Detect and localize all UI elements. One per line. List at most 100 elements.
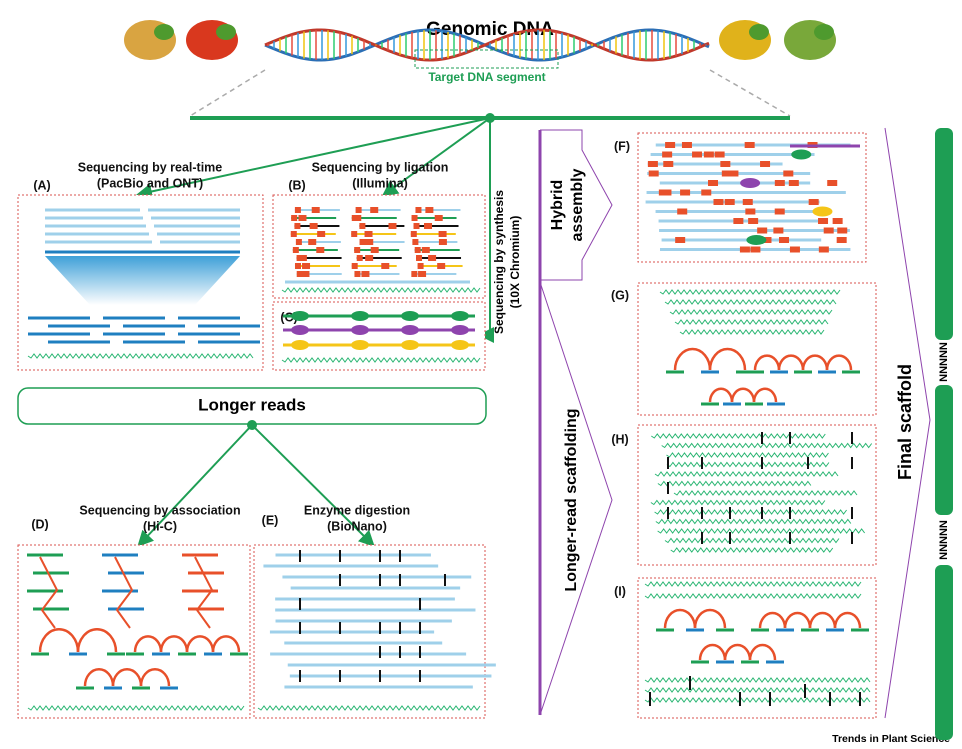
gap-label: NNNNN <box>938 520 950 560</box>
adapter <box>677 208 688 215</box>
adapter <box>774 208 785 215</box>
wavy-read <box>657 528 866 534</box>
link-arc <box>708 347 747 371</box>
panel-label: (A) <box>33 178 50 192</box>
adapter <box>773 227 784 234</box>
panel-title: (Illumina) <box>352 176 408 190</box>
link-arc <box>723 643 752 661</box>
link-arc <box>777 354 805 371</box>
adapter <box>750 246 761 253</box>
hybrid-arrow <box>540 129 613 281</box>
adapter <box>418 271 427 277</box>
barcode <box>351 340 369 350</box>
target-bracket <box>414 49 559 69</box>
link-arc <box>698 643 727 661</box>
barcode <box>351 311 369 321</box>
wavy-read <box>27 353 254 359</box>
adapter <box>365 255 374 261</box>
adapter <box>692 151 703 158</box>
adapter <box>295 239 302 245</box>
adapter <box>757 227 768 234</box>
plant-icon <box>154 24 174 40</box>
link-arc <box>752 387 778 403</box>
barcode <box>451 311 469 321</box>
adapter <box>388 223 397 229</box>
wavy-read <box>651 433 826 439</box>
adapter <box>316 247 325 253</box>
adapter <box>438 231 447 237</box>
adapter <box>714 151 725 158</box>
adapter <box>412 239 419 245</box>
adapter <box>832 218 843 224</box>
link-arc <box>663 608 697 629</box>
adapter <box>294 263 301 269</box>
adapter <box>647 161 658 167</box>
adapter <box>818 246 829 253</box>
link-arc <box>111 667 143 687</box>
barcode <box>451 325 469 335</box>
contact <box>114 556 134 629</box>
link-arc <box>783 611 812 629</box>
barcode <box>401 311 419 321</box>
adapter <box>836 237 847 243</box>
link-arc <box>76 628 118 653</box>
adapter <box>291 215 298 221</box>
barcode <box>401 340 419 350</box>
adapter <box>721 170 732 177</box>
wavy-read <box>664 537 840 544</box>
adapter <box>413 223 420 229</box>
panel-label: (H) <box>611 432 628 446</box>
adapter <box>665 142 676 148</box>
panel-title: Sequencing by association <box>79 503 240 517</box>
barcode <box>746 235 767 245</box>
wavy-read <box>644 677 871 683</box>
contact <box>194 556 214 629</box>
adapter <box>356 255 363 261</box>
panel-title: (PacBio and ONT) <box>97 176 203 190</box>
wavy-read <box>655 518 852 525</box>
barcode <box>291 311 309 321</box>
panel-title: (Hi-C) <box>143 519 177 533</box>
wavy-read <box>281 287 481 293</box>
wavy-read <box>674 319 829 325</box>
adapter <box>428 255 437 261</box>
panel-label: (E) <box>262 513 279 527</box>
adapter <box>703 151 714 158</box>
arrow <box>381 117 491 197</box>
wavy-read <box>666 452 829 458</box>
wavy-read <box>644 593 862 599</box>
adapter <box>421 247 430 253</box>
adapter <box>302 263 311 269</box>
adapter <box>309 223 318 229</box>
final-arrow <box>884 127 931 719</box>
adapter <box>724 199 735 205</box>
adapter <box>434 215 443 221</box>
adapter <box>761 237 772 243</box>
adapter <box>354 271 361 277</box>
adapter <box>355 207 362 213</box>
panel-label: (I) <box>614 584 626 598</box>
zoom-line <box>709 69 791 117</box>
wavy-read <box>644 697 871 703</box>
wavy-read <box>673 490 858 496</box>
link-arc <box>730 387 756 403</box>
barcode <box>812 206 833 217</box>
link-arc <box>833 611 862 629</box>
adapter <box>365 239 374 245</box>
adapter <box>370 207 379 213</box>
arrow <box>136 117 491 200</box>
link-arc <box>83 667 115 687</box>
panel-box <box>637 577 877 719</box>
adapter <box>425 207 434 213</box>
fan <box>45 256 240 305</box>
panel-label: (F) <box>614 139 630 153</box>
adapter <box>351 215 358 221</box>
adapter <box>351 263 358 269</box>
hybrid-label: assembly <box>569 168 586 241</box>
adapter <box>298 255 307 261</box>
wavy-read <box>664 299 837 305</box>
dna-strand <box>264 28 710 62</box>
wavy-read <box>679 329 825 335</box>
arrow <box>251 424 375 547</box>
plant-icon <box>749 24 769 40</box>
